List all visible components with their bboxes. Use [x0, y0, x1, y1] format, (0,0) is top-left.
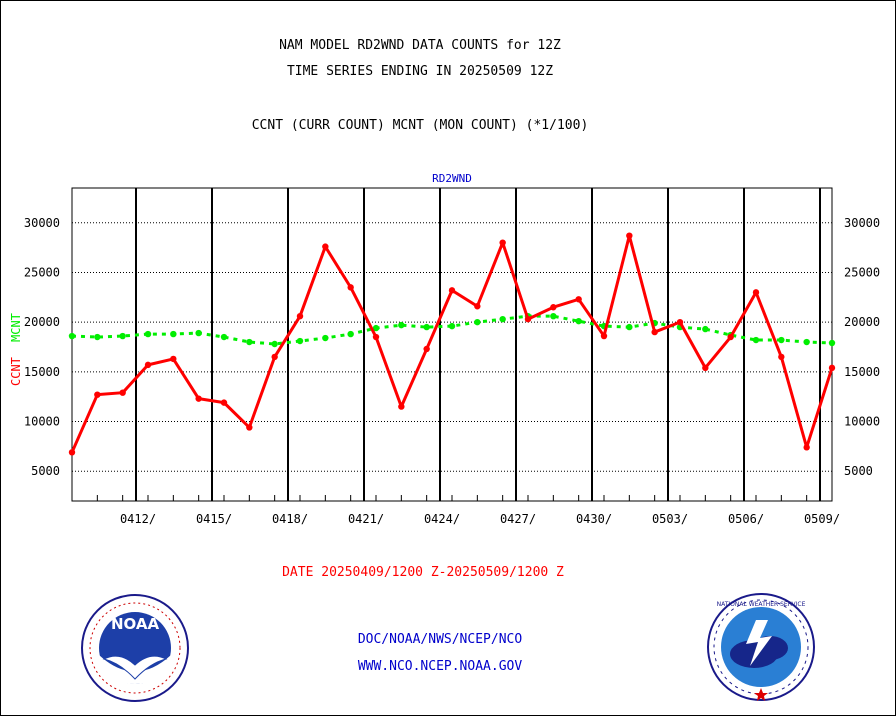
y-tick-label-left: 5000: [31, 464, 60, 478]
data-point-ccnt: [170, 355, 177, 363]
x-tick-label: 0430/: [576, 512, 612, 526]
x-tick-label: 0424/: [424, 512, 460, 526]
x-tick-label: 0503/: [652, 512, 688, 526]
data-point-mcnt: [372, 324, 380, 332]
x-tick-label: 0506/: [728, 512, 764, 526]
data-point-ccnt: [68, 449, 76, 456]
data-point-mcnt: [828, 339, 836, 347]
data-point-mcnt: [68, 332, 76, 340]
data-point-ccnt: [702, 364, 709, 372]
data-point-mcnt: [296, 337, 304, 345]
data-point-ccnt: [398, 403, 405, 410]
data-point-mcnt: [398, 321, 405, 329]
data-point-mcnt: [119, 332, 126, 340]
data-point-mcnt: [195, 329, 202, 337]
series-line-mcnt: [71, 314, 833, 346]
y-tick-label-right: 15000: [844, 365, 880, 379]
noaa-logo-text: NOAA: [111, 615, 160, 633]
y-tick-label-right: 20000: [844, 315, 880, 329]
x-tick-label: 0412/: [120, 512, 156, 526]
data-point-mcnt: [474, 318, 481, 326]
data-point-ccnt: [372, 333, 380, 341]
data-point-ccnt: [347, 284, 354, 291]
data-point-ccnt: [626, 232, 633, 239]
data-point-mcnt: [752, 336, 760, 344]
data-point-ccnt: [524, 315, 532, 323]
data-point-mcnt: [94, 333, 101, 341]
data-point-mcnt: [170, 330, 177, 338]
chart-title-line2: TIME SERIES ENDING IN 20250509 12Z: [286, 64, 554, 79]
y-tick-label-left: 30000: [24, 216, 60, 230]
plot-area: [71, 187, 833, 502]
data-point-mcnt: [575, 317, 582, 325]
data-point-mcnt: [499, 315, 506, 323]
y-axis-label-mcnt: MCNT: [9, 313, 23, 342]
data-point-ccnt: [600, 332, 608, 340]
data-point-ccnt: [246, 424, 253, 431]
data-point-mcnt: [144, 330, 152, 338]
data-point-mcnt: [347, 330, 354, 338]
x-tick-label: 0415/: [196, 512, 232, 526]
data-point-ccnt: [423, 345, 430, 353]
y-tick-label-right: 5000: [844, 464, 873, 478]
data-point-ccnt: [752, 289, 760, 296]
nws-logo-text: NATIONAL WEATHER SERVICE: [717, 601, 806, 608]
x-tick-label: 0418/: [272, 512, 308, 526]
y-tick-label-left: 20000: [24, 315, 60, 329]
series-line-ccnt: [70, 234, 834, 453]
data-point-ccnt: [271, 353, 278, 361]
data-point-mcnt: [803, 338, 810, 346]
noaa-logo: NOAA: [81, 594, 189, 702]
data-point-mcnt: [246, 338, 253, 346]
y-tick-label-left: 25000: [24, 265, 60, 279]
data-point-ccnt: [651, 328, 658, 336]
y-tick-label-right: 30000: [844, 216, 880, 230]
date-range: DATE 20250409/1200 Z-20250509/1200 Z: [282, 565, 564, 580]
data-point-ccnt: [296, 312, 304, 320]
chart-title-line3: CCNT (CURR COUNT) MCNT (MON COUNT) (*1/1…: [251, 118, 589, 133]
data-point-ccnt: [550, 304, 557, 311]
data-point-ccnt: [94, 391, 101, 398]
data-point-ccnt: [119, 389, 126, 396]
x-tick-label: 0421/: [348, 512, 384, 526]
data-point-ccnt: [778, 353, 785, 361]
x-tick-label: 0509/: [804, 512, 840, 526]
chart-title-line1: NAM MODEL RD2WND DATA COUNTS for 12Z: [279, 38, 561, 53]
data-point-mcnt: [778, 336, 785, 344]
data-point-ccnt: [220, 399, 228, 406]
org-url: WWW.NCO.NCEP.NOAA.GOV: [357, 659, 523, 674]
y-tick-label-left: 10000: [24, 415, 60, 429]
data-point-ccnt: [727, 333, 734, 341]
data-point-mcnt: [220, 333, 228, 341]
x-tick-label: 0427/: [500, 512, 536, 526]
y-axis-label-ccnt: CCNT: [9, 357, 23, 386]
data-point-ccnt: [144, 361, 152, 369]
data-point-mcnt: [626, 323, 633, 331]
data-point-ccnt: [322, 243, 329, 250]
y-tick-label-right: 25000: [844, 265, 880, 279]
data-point-ccnt: [828, 364, 836, 372]
y-tick-label-left: 15000: [24, 365, 60, 379]
y-tick-label-right: 10000: [844, 415, 880, 429]
data-point-mcnt: [271, 340, 278, 348]
data-point-ccnt: [474, 303, 481, 310]
data-point-mcnt: [423, 323, 430, 331]
data-point-mcnt: [550, 312, 557, 320]
data-point-ccnt: [448, 287, 456, 294]
data-point-ccnt: [803, 444, 810, 451]
data-point-ccnt: [676, 318, 684, 326]
data-point-mcnt: [702, 325, 709, 333]
chart-panel-label: RD2WND: [432, 172, 472, 185]
data-point-mcnt: [448, 322, 456, 330]
data-point-ccnt: [499, 239, 506, 246]
data-point-mcnt: [322, 334, 329, 342]
data-point-ccnt: [195, 395, 202, 402]
nws-logo: NATIONAL WEATHER SERVICE: [707, 593, 815, 701]
data-point-ccnt: [575, 296, 582, 303]
org-path: DOC/NOAA/NWS/NCEP/NCO: [357, 632, 523, 647]
